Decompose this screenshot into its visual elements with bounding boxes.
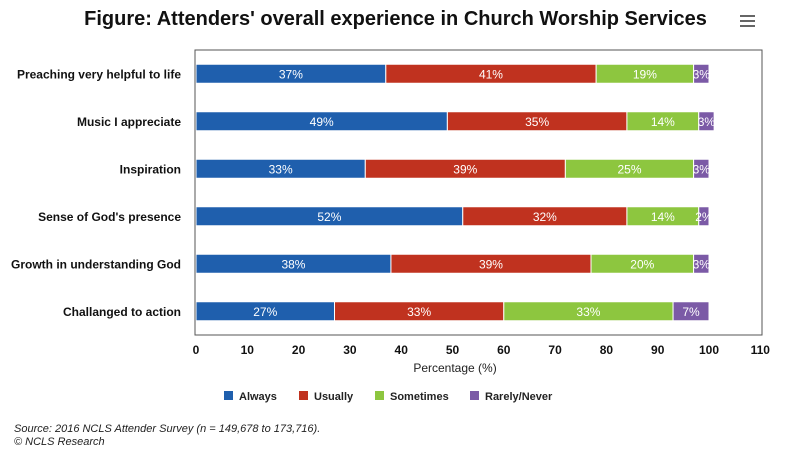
source-note: Source: 2016 NCLS Attender Survey (n = 1…: [14, 423, 320, 449]
hamburger-menu-icon[interactable]: [739, 14, 757, 28]
x-tick-label: 110: [751, 343, 771, 357]
data-label: 33%: [576, 305, 600, 319]
x-tick-label: 60: [497, 343, 511, 357]
x-tick-label: 30: [343, 343, 357, 357]
data-label: 38%: [281, 257, 305, 271]
data-label: 52%: [317, 210, 341, 224]
legend-swatch: [375, 391, 384, 400]
x-tick-label: 40: [395, 343, 409, 357]
data-label: 32%: [533, 210, 557, 224]
data-label: 33%: [407, 305, 431, 319]
data-label: 14%: [651, 115, 675, 129]
legend-label: Usually: [314, 391, 354, 403]
data-label: 3%: [693, 257, 711, 271]
bar-segment: [693, 158, 710, 179]
x-tick-label: 70: [548, 343, 562, 357]
source-line: Source: 2016 NCLS Attender Survey (n = 1…: [14, 423, 321, 435]
data-label: 2%: [695, 210, 713, 224]
category-label: Music I appreciate: [77, 115, 181, 129]
copyright-line: © NCLS Research: [14, 436, 105, 448]
data-label: 7%: [682, 305, 700, 319]
data-label: 39%: [479, 257, 503, 271]
category-label: Challanged to action: [63, 305, 181, 319]
data-label: 49%: [310, 115, 334, 129]
data-label: 35%: [525, 115, 549, 129]
data-label: 27%: [253, 305, 277, 319]
category-label: Inspiration: [120, 162, 181, 176]
x-tick-label: 80: [600, 343, 614, 357]
x-axis-title: Percentage (%): [413, 361, 496, 375]
data-label: 3%: [698, 115, 716, 129]
data-label: 37%: [279, 67, 303, 81]
legend-item[interactable]: Sometimes: [375, 391, 449, 403]
bar-segment: [672, 301, 710, 322]
data-label: 39%: [453, 162, 477, 176]
category-label: Growth in understanding God: [11, 257, 181, 271]
legend-label: Rarely/Never: [485, 391, 553, 403]
category-label: Preaching very helpful to life: [17, 67, 181, 81]
x-tick-label: 50: [446, 343, 460, 357]
x-tick-label: 100: [699, 343, 719, 357]
legend-label: Sometimes: [390, 391, 449, 403]
bar-segment: [693, 253, 710, 274]
legend-label: Always: [239, 391, 277, 403]
legend-swatch: [299, 391, 308, 400]
data-label: 20%: [630, 257, 654, 271]
category-label: Sense of God's presence: [38, 210, 181, 224]
x-tick-label: 10: [241, 343, 255, 357]
legend-item[interactable]: Usually: [299, 391, 354, 403]
x-tick-label: 90: [651, 343, 665, 357]
data-label: 33%: [269, 162, 293, 176]
legend-swatch: [470, 391, 479, 400]
data-label: 19%: [633, 67, 657, 81]
x-tick-label: 20: [292, 343, 306, 357]
legend-item[interactable]: Always: [224, 391, 277, 403]
bar-segment: [693, 63, 710, 84]
data-label: 25%: [617, 162, 641, 176]
bar-segment: [698, 111, 715, 132]
legend-swatch: [224, 391, 233, 400]
bar-segment: [698, 206, 710, 227]
data-label: 3%: [693, 162, 711, 176]
data-label: 14%: [651, 210, 675, 224]
x-tick-label: 0: [193, 343, 200, 357]
plot-area-frame: [194, 49, 763, 336]
legend-item[interactable]: Rarely/Never: [470, 391, 553, 403]
data-label: 3%: [693, 67, 711, 81]
chart-title: Figure: Attenders' overall experience in…: [84, 8, 707, 30]
data-label: 41%: [479, 67, 503, 81]
